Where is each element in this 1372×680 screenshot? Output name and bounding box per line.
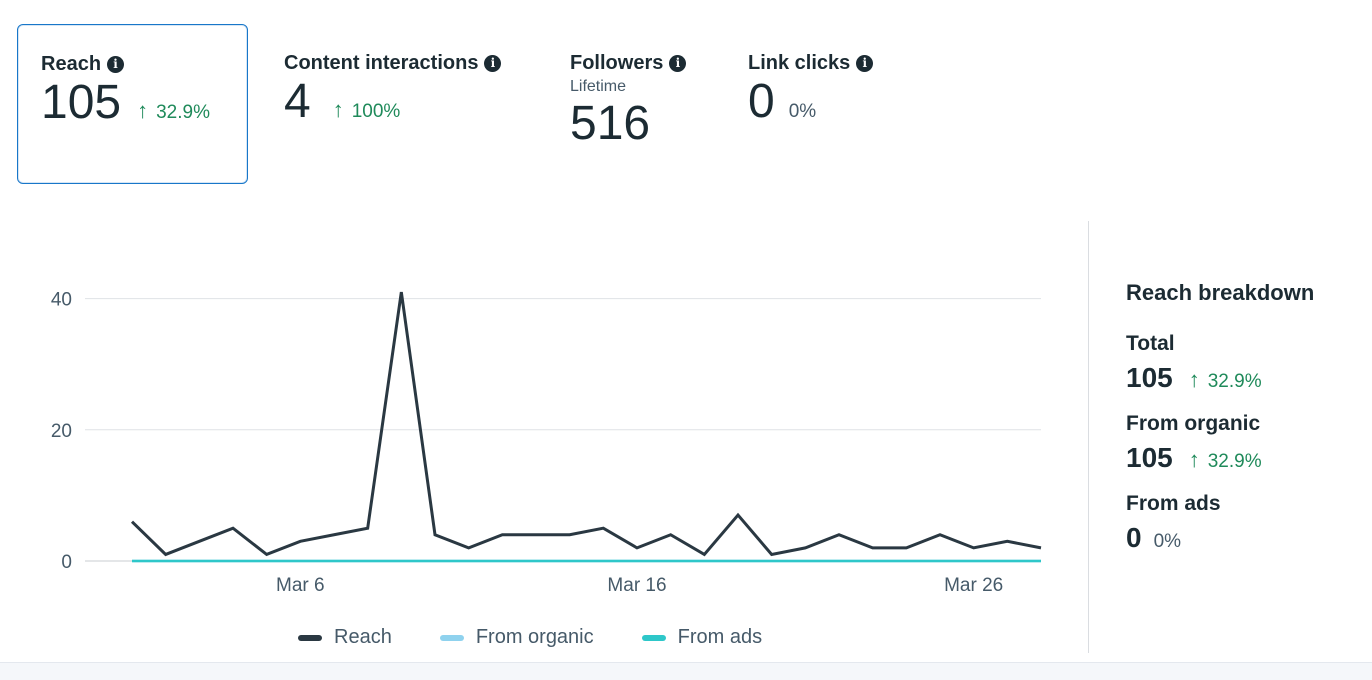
legend-label: From ads [677,626,763,648]
metric-row: 0 0% [748,74,908,130]
card-title: Followers i [570,52,730,74]
y-tick-label: 0 [61,552,72,573]
card-title: Content interactions i [284,52,544,74]
series-line-reach [130,291,1042,557]
card-title-text: Link clicks [748,52,851,74]
breakdown-row-organic: 105 ↑ 32.9% [1126,442,1366,474]
breakdown-row-total: 105 ↑ 32.9% [1126,362,1366,394]
breakdown-value: 105 [1126,362,1173,393]
legend-item-reach[interactable]: Reach [298,626,392,649]
metric-value: 516 [570,97,651,150]
metric-row: 105 ↑ 32.9% [41,75,247,131]
card-subtitle: Lifetime [570,78,627,95]
metric-row: 516 [570,96,730,152]
chart-legend: Reach From organic From ads [298,626,762,649]
arrow-up-icon: ↑ [1188,447,1200,472]
info-icon[interactable]: i [484,54,502,72]
metric-delta: 0% [789,101,816,123]
metric-card-content-interactions[interactable]: Content interactions i 4 ↑ 100% [284,24,544,184]
card-title: Reach i [41,53,247,75]
card-title-text: Reach [41,53,102,75]
breakdown-delta: ↑ 32.9% [1189,367,1262,393]
delta-text: 32.9% [156,102,210,123]
metric-card-link-clicks[interactable]: Link clicks i 0 0% [748,24,908,184]
delta-text: 100% [351,101,401,122]
y-tick-label: 20 [51,421,72,442]
legend-item-organic[interactable]: From organic [439,626,594,649]
breakdown-delta: ↑ 32.9% [1189,447,1262,473]
info-icon[interactable]: i [107,55,125,73]
card-title-text: Followers [570,52,664,74]
info-icon[interactable]: i [856,54,874,72]
x-tick-label: Mar 16 [607,575,666,596]
metric-card-reach[interactable]: Reach i 105 ↑ 32.9% [17,24,248,184]
reach-chart: 0 20 40 Mar 6 Mar 16 Mar 26 [0,220,1088,660]
legend-swatch [298,634,322,641]
arrow-up-icon: ↑ [332,97,344,122]
breakdown-value: 0 [1126,522,1142,553]
metric-delta: ↑ 100% [333,97,401,123]
legend-item-ads[interactable]: From ads [641,626,763,649]
breakdown-row-ads: 0 0% [1126,522,1366,554]
metric-row: 4 ↑ 100% [284,74,544,130]
x-tick-label: Mar 26 [944,575,1003,596]
delta-text: 0% [788,101,817,122]
legend-swatch [641,634,666,641]
arrow-up-icon: ↑ [1188,367,1200,392]
vertical-divider [1088,221,1089,653]
metric-value: 0 [748,75,775,128]
card-title-text: Content interactions [284,52,479,74]
legend-label: Reach [334,626,392,648]
delta-text: 32.9% [1207,451,1262,472]
y-tick-label: 40 [51,290,72,311]
breakdown-label: From ads [1126,492,1221,515]
delta-text: 0% [1153,531,1182,552]
breakdown-title: Reach breakdown [1126,280,1315,305]
card-title: Link clicks i [748,52,908,74]
metric-delta: ↑ 32.9% [137,98,210,124]
breakdown-value: 105 [1126,442,1173,473]
metric-value: 105 [41,76,122,129]
x-tick-label: Mar 6 [276,575,325,596]
bottom-bar [0,662,1372,680]
metric-value: 4 [284,75,311,128]
delta-text: 32.9% [1207,371,1262,392]
line-chart: 0 20 40 Mar 6 Mar 16 Mar 26 [51,290,1042,596]
arrow-up-icon: ↑ [137,98,149,123]
metric-card-followers[interactable]: Followers i Lifetime 516 [570,24,730,184]
breakdown-label: Total [1126,332,1175,355]
legend-label: From organic [475,626,594,648]
breakdown-delta: 0% [1154,531,1181,553]
reach-breakdown-panel: Reach breakdown Total 105 ↑ 32.9% From o… [1126,280,1366,572]
legend-swatch [439,634,464,641]
breakdown-label: From organic [1126,412,1261,435]
info-icon[interactable]: i [669,54,687,72]
